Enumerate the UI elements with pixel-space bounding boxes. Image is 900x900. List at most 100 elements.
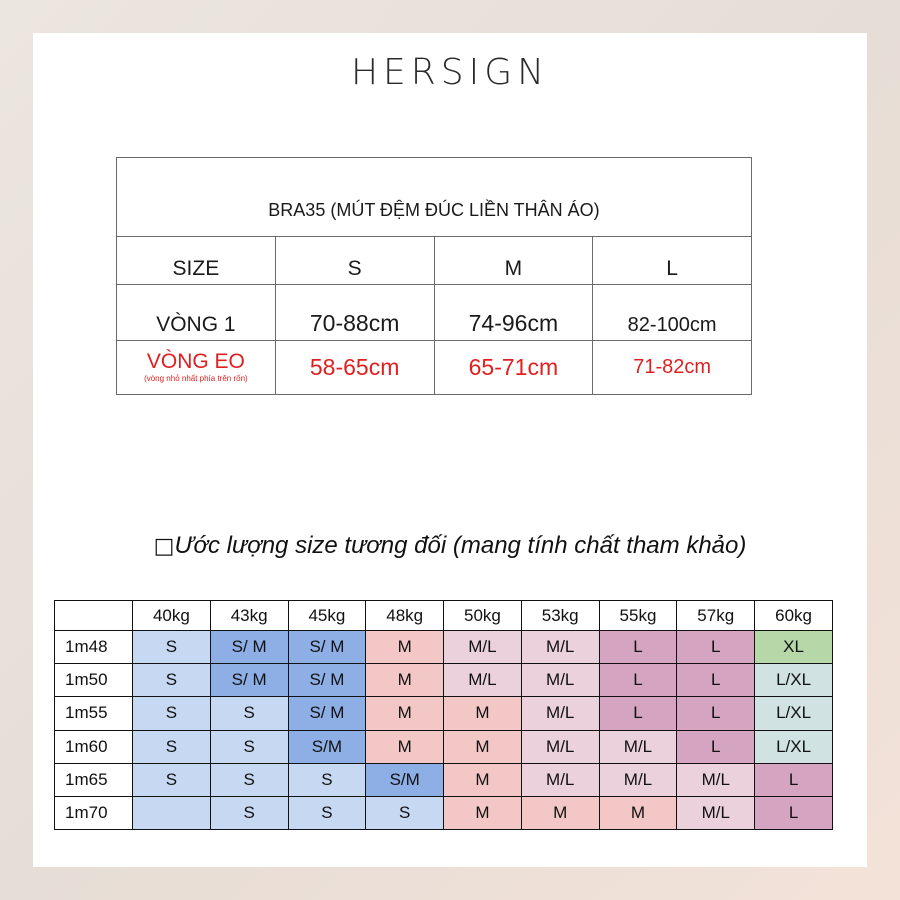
weight-header: 57kg [676, 599, 756, 632]
size-cell: M [520, 795, 600, 831]
size-cell: M [443, 696, 522, 731]
weight-header: 48kg [365, 599, 445, 632]
size-chart-table: BRA35 (MÚT ĐỆM ĐÚC LIỀN THÂN ÁO) SIZE S … [116, 157, 752, 395]
size-cell: L [676, 696, 756, 731]
size-cell: S/M [365, 762, 445, 797]
size-cell: M/L [598, 762, 678, 797]
height-label: 1m60 [54, 729, 133, 764]
size-cell: L [754, 795, 833, 831]
size-cell: S [132, 630, 211, 665]
size-cell: L [598, 630, 678, 665]
size-cell: M/L [520, 729, 600, 764]
size-cell: M/L [520, 696, 600, 731]
weight-header-row: 40kg 43kg 45kg 48kg 50kg 53kg 55kg 57kg 60kg [54, 599, 833, 632]
waist-note: (vòng nhỏ nhất phía trên rốn) [144, 374, 248, 383]
size-cell: L/XL [754, 663, 833, 698]
brand-logo: HERSIGN [350, 52, 550, 93]
size-cell: S [132, 729, 211, 764]
bust-s: 70-88cm [274, 284, 435, 341]
size-cell: S/ M [287, 663, 367, 698]
size-cell: S/M [287, 729, 367, 764]
height-row: 1m55 S S S/ M M M M/L L L L/XL [54, 696, 833, 731]
weight-header: 53kg [520, 599, 600, 632]
estimate-title: Ước lượng size tương đối (mang tính chất… [174, 532, 747, 559]
weight-header: 60kg [754, 599, 833, 632]
size-chart-title: BRA35 (MÚT ĐỆM ĐÚC LIỀN THÂN ÁO) [116, 157, 752, 237]
waist-label: VÒNG EO [146, 350, 245, 373]
size-cell: L [598, 663, 678, 698]
weight-header: 40kg [132, 599, 211, 632]
header-l: L [592, 236, 752, 285]
size-cell: S [209, 795, 289, 831]
size-cell: M [443, 729, 522, 764]
size-cell: S/ M [209, 630, 289, 665]
size-cell: L/XL [754, 696, 833, 731]
height-label: 1m50 [54, 663, 133, 698]
height-label: 1m55 [54, 696, 133, 731]
size-cell: L [676, 729, 756, 764]
size-cell: L [676, 630, 756, 665]
size-cell: M [365, 696, 445, 731]
size-cell: L/XL [754, 729, 833, 764]
weight-header: 43kg [209, 599, 289, 632]
size-cell: S [132, 663, 211, 698]
waist-l: 71-82cm [592, 340, 752, 395]
size-cell: L [598, 696, 678, 731]
waist-row: VÒNG EO (vòng nhỏ nhất phía trên rốn) 58… [116, 340, 752, 395]
header-size: SIZE [116, 236, 276, 285]
size-cell: S/ M [287, 630, 367, 665]
size-cell: S/ M [209, 663, 289, 698]
bust-row: VÒNG 1 70-88cm 74-96cm 82-100cm [116, 284, 752, 341]
height-row: 1m65 S S S S/M M M/L M/L M/L L [54, 762, 833, 797]
weight-header: 45kg [287, 599, 367, 632]
size-cell: S [287, 795, 367, 831]
header-m: M [433, 236, 594, 285]
header-s: S [274, 236, 435, 285]
size-cell: S/ M [287, 696, 367, 731]
size-cell: M [365, 729, 445, 764]
size-cell: M/L [520, 663, 600, 698]
waist-m: 65-71cm [433, 340, 594, 395]
height-label: 1m70 [54, 795, 133, 831]
size-cell: M [443, 795, 522, 831]
estimate-table: 40kg 43kg 45kg 48kg 50kg 53kg 55kg 57kg 60kg 1m48… [54, 599, 833, 831]
bust-m: 74-96cm [433, 284, 594, 341]
corner-cell [54, 599, 133, 632]
size-cell: L [676, 663, 756, 698]
size-cell [132, 795, 211, 831]
size-cell: M/L [676, 762, 756, 797]
waist-label-cell: VÒNG EO (vòng nhỏ nhất phía trên rốn) [116, 340, 276, 395]
size-cell: M [365, 630, 445, 665]
size-cell: L [754, 762, 833, 797]
bust-label: VÒNG 1 [116, 284, 276, 341]
height-row: 1m60 S S S/M M M M/L M/L L L/XL [54, 729, 833, 764]
size-cell: M [598, 795, 678, 831]
height-label: 1m65 [54, 762, 133, 797]
size-cell: S [365, 795, 445, 831]
size-cell: M/L [598, 729, 678, 764]
size-cell: M/L [443, 630, 522, 665]
size-cell: M/L [443, 663, 522, 698]
size-cell: S [132, 762, 211, 797]
size-cell: M [443, 762, 522, 797]
height-row: 1m50 S S/ M S/ M M M/L M/L L L L/XL [54, 663, 833, 698]
size-cell: S [209, 696, 289, 731]
estimate-heading: □Ước lượng size tương đối (mang tính chấ… [0, 532, 900, 560]
size-cell: S [287, 762, 367, 797]
size-cell: XL [754, 630, 833, 665]
size-cell: S [132, 696, 211, 731]
size-chart-header-row: SIZE S M L [116, 236, 752, 285]
weight-header: 50kg [443, 599, 522, 632]
size-cell: M/L [520, 762, 600, 797]
size-cell: S [209, 762, 289, 797]
size-cell: M [365, 663, 445, 698]
size-cell: M/L [520, 630, 600, 665]
size-cell: S [209, 729, 289, 764]
size-cell: M/L [676, 795, 756, 831]
height-row: 1m48 S S/ M S/ M M M/L M/L L L XL [54, 630, 833, 665]
waist-s: 58-65cm [274, 340, 435, 395]
height-row: 1m70 S S S M M M M/L L [54, 795, 833, 831]
box-icon: □ [153, 534, 175, 559]
weight-header: 55kg [598, 599, 678, 632]
bust-l: 82-100cm [592, 284, 752, 341]
